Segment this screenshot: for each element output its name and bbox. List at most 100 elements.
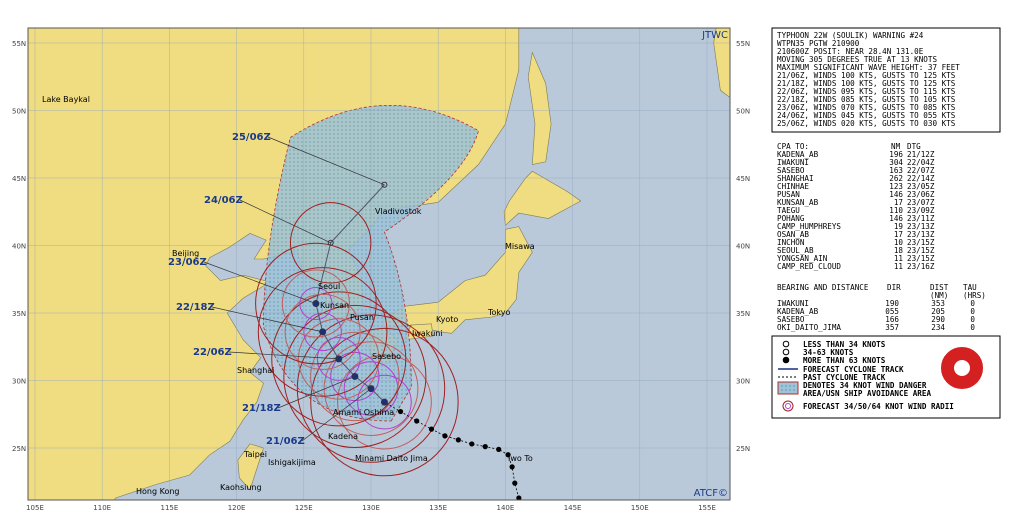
bearing-header: DIST xyxy=(930,283,949,292)
forecast-time: 21/18Z xyxy=(242,403,281,414)
past-position xyxy=(469,441,475,447)
hokkaido xyxy=(503,170,582,226)
leader-line xyxy=(267,136,385,186)
wind-radius xyxy=(284,293,361,370)
credit: ATCF© xyxy=(694,488,728,499)
warning-line: MOVING 305 DEGREES TRUE AT 13 KNOTS xyxy=(777,55,937,64)
map xyxy=(28,28,730,500)
cpa-cell: OSAN_AB xyxy=(777,230,809,239)
lat-label: 40N xyxy=(736,243,750,251)
past-position xyxy=(516,495,522,500)
cpa-cell: 23/15Z xyxy=(907,254,935,263)
wind-radius xyxy=(310,327,459,477)
bearing-cell: IWAKUNI xyxy=(777,299,809,308)
cpa-cell: CHINHAE xyxy=(777,182,809,191)
warning-line: 210600Z POSIT: NEAR 28.4N 131.0E xyxy=(777,47,924,56)
forecast-position xyxy=(381,181,388,188)
forecast-position xyxy=(327,239,334,246)
cpa-cell: 23/15Z xyxy=(907,238,935,247)
cpa-cell: 304 xyxy=(889,158,903,167)
bearing-header: TAU xyxy=(963,283,977,292)
map-frame xyxy=(27,27,731,501)
warning-line: 22/18Z, WINDS 085 KTS, GUSTS TO 105 KTS xyxy=(777,95,956,104)
leader-line xyxy=(211,306,323,333)
cpa-cell: 23/15Z xyxy=(907,246,935,255)
forecast-time: 25/06Z xyxy=(232,132,271,143)
cpa-cell: 22/07Z xyxy=(907,166,935,175)
cpa-cell: 23/11Z xyxy=(907,214,935,223)
bearing-cell: KADENA_AB xyxy=(777,307,819,316)
leader-line xyxy=(301,388,372,442)
taiwan xyxy=(237,443,264,491)
wind-radius xyxy=(281,269,350,338)
place-label: Lake Baykal xyxy=(42,95,90,104)
bearing-header: (NM) xyxy=(930,291,948,300)
cpa-cell: 123 xyxy=(889,182,903,191)
cpa-cell: 110 xyxy=(889,206,903,215)
cpa-cell: CAMP_HUMPHREYS xyxy=(777,222,841,231)
place-label: Hong Kong xyxy=(136,487,180,496)
past-position xyxy=(397,408,404,415)
cpa-cell: 146 xyxy=(889,190,903,199)
bearing-cell: 234 xyxy=(931,323,945,332)
place-label: Kadena xyxy=(328,432,358,441)
past-position xyxy=(509,464,515,470)
forecast-time: 22/18Z xyxy=(176,302,215,313)
cpa-cell: 23/13Z xyxy=(907,230,935,239)
lon-label: 105E xyxy=(26,504,44,512)
lat-label: 55N xyxy=(736,40,750,48)
warning-line: 21/06Z, WINDS 100 KTS, GUSTS TO 125 KTS xyxy=(777,71,956,80)
cpa-cell: YONGSAN_AIN xyxy=(777,254,828,263)
legend-symbol xyxy=(782,400,794,412)
cpa-header: CPA TO: xyxy=(777,142,809,151)
place-label: Iwo To xyxy=(508,454,533,463)
bearing-cell: 205 xyxy=(931,307,945,316)
warning-line: 25/06Z, WINDS 020 KTS, GUSTS TO 030 KTS xyxy=(777,119,956,128)
legend-entry: DENOTES 34 KNOT WIND DANGER xyxy=(803,381,927,390)
warning-line: 24/06Z, WINDS 045 KTS, GUSTS TO 055 KTS xyxy=(777,111,956,120)
past-position xyxy=(482,444,488,450)
cpa-cell: 23/06Z xyxy=(907,190,935,199)
sakhalin xyxy=(527,51,552,165)
place-label: Misawa xyxy=(505,242,535,251)
cpa-cell: 163 xyxy=(889,166,903,175)
legend-entry: AREA/USN SHIP AVOIDANCE AREA xyxy=(803,389,931,398)
warning-box xyxy=(771,27,1001,133)
cpa-cell: TAEGU xyxy=(777,206,800,215)
wind-radius xyxy=(298,318,380,400)
wind-radius xyxy=(337,354,432,450)
cpa-cell: 19 xyxy=(894,222,904,231)
wind-radius xyxy=(357,374,412,430)
lon-label: 110E xyxy=(93,504,111,512)
lon-label: 155E xyxy=(698,504,716,512)
lat-label: 35N xyxy=(12,310,26,318)
cpa-cell: 23/13Z xyxy=(907,222,935,231)
wind-radius xyxy=(316,336,361,381)
cpa-cell: 23/05Z xyxy=(907,182,935,191)
legend-symbol xyxy=(777,381,799,395)
cpa-header: NM xyxy=(891,142,901,151)
wind-radius xyxy=(296,314,446,463)
bearing-cell: 166 xyxy=(885,315,899,324)
forecast-time: 21/06Z xyxy=(266,436,305,447)
past-position xyxy=(428,426,435,432)
lat-label: 50N xyxy=(12,108,26,116)
place-label: Ishigakijima xyxy=(268,458,316,467)
wind-radius xyxy=(271,291,407,427)
forecast-position xyxy=(380,398,388,406)
past-position xyxy=(505,452,511,458)
forecast-time: 22/06Z xyxy=(193,347,232,358)
lon-label: 150E xyxy=(631,504,649,512)
jtwc-logo-inner xyxy=(954,360,970,376)
leader-line xyxy=(203,261,317,304)
legend-entry: FORECAST 34/50/64 KNOT WIND RADII xyxy=(803,402,954,411)
place-label: Amami Oshima xyxy=(333,408,394,417)
bearing-cell: 0 xyxy=(970,315,975,324)
cpa-cell: POHANG xyxy=(777,214,805,223)
past-position xyxy=(512,480,518,486)
cpa-cell: 22/14Z xyxy=(907,174,935,183)
forecast-time: 24/06Z xyxy=(204,195,243,206)
lat-label: 40N xyxy=(12,243,26,251)
